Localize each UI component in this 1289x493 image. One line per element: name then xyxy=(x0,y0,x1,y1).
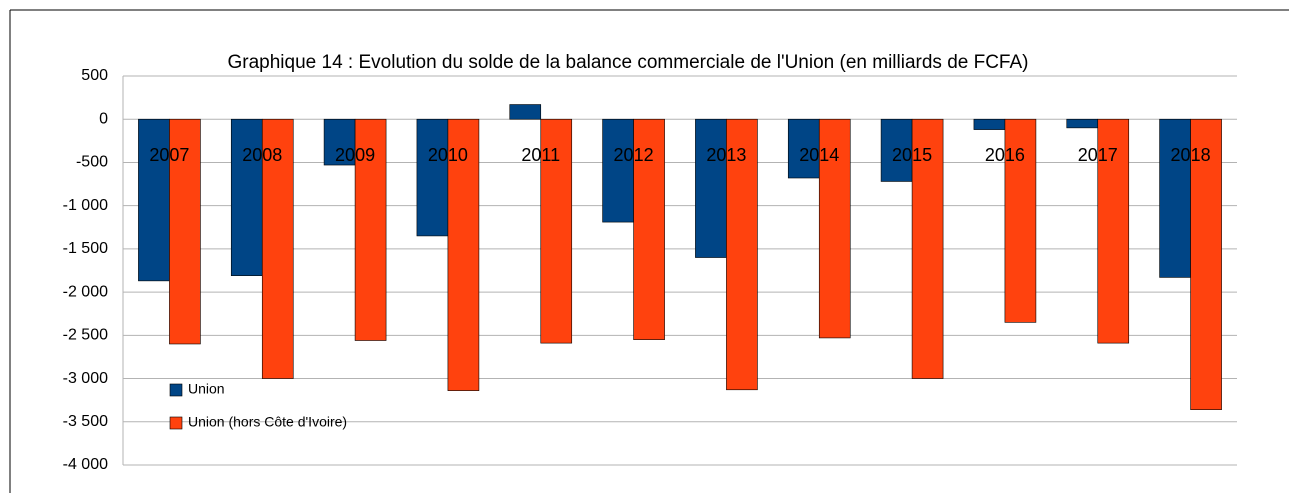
bar xyxy=(447,118,480,391)
y-tick-label: -2 500 xyxy=(63,327,108,344)
y-tick-label: -3 000 xyxy=(63,370,108,387)
y-tick-label: -1 500 xyxy=(63,240,108,257)
x-tick-label: 2010 xyxy=(428,145,468,165)
bar xyxy=(261,118,294,379)
x-tick-label: 2012 xyxy=(614,145,654,165)
bar xyxy=(138,118,170,282)
legend-label: Union (hors Côte d'Ivoire) xyxy=(188,414,347,430)
bar xyxy=(230,118,263,276)
bar xyxy=(602,118,634,223)
bar xyxy=(1190,118,1222,410)
x-tick-label: 2011 xyxy=(521,145,560,165)
x-tick-label: 2015 xyxy=(892,145,932,165)
bar xyxy=(354,118,387,341)
y-tick-label: -2 000 xyxy=(63,283,108,300)
bar xyxy=(509,104,542,120)
y-tick-label: 500 xyxy=(81,67,108,84)
x-tick-label: 2008 xyxy=(242,145,282,165)
bar xyxy=(416,118,449,237)
legend-swatch xyxy=(169,416,183,430)
y-tick-label: -3 500 xyxy=(63,413,108,430)
y-tick-label: -4 000 xyxy=(63,456,108,473)
bar xyxy=(726,118,758,391)
bar xyxy=(1097,118,1130,344)
y-tick-label: -1 000 xyxy=(63,197,108,214)
bar xyxy=(1004,118,1037,323)
x-tick-label: 2014 xyxy=(799,145,839,165)
bar xyxy=(169,118,201,345)
legend-label: Union xyxy=(188,381,225,397)
y-tick-label: -500 xyxy=(76,154,108,171)
bar xyxy=(1066,118,1099,129)
legend-swatch xyxy=(169,383,183,397)
x-tick-label: 2007 xyxy=(149,145,189,165)
x-tick-label: 2009 xyxy=(335,145,375,165)
bar xyxy=(880,118,913,182)
bar xyxy=(633,118,665,340)
bar xyxy=(540,118,573,344)
x-tick-label: 2013 xyxy=(706,145,746,165)
bar xyxy=(911,118,944,379)
y-tick-label: 0 xyxy=(99,110,108,127)
bar xyxy=(787,118,820,179)
x-tick-label: 2016 xyxy=(985,145,1025,165)
x-tick-label: 2017 xyxy=(1078,145,1118,165)
x-tick-label: 2018 xyxy=(1171,145,1211,165)
bar xyxy=(818,118,851,339)
chart-title: Graphique 14 : Evolution du solde de la … xyxy=(228,52,1029,73)
bar xyxy=(1159,118,1191,278)
bar xyxy=(973,118,1006,130)
bar xyxy=(695,118,727,258)
